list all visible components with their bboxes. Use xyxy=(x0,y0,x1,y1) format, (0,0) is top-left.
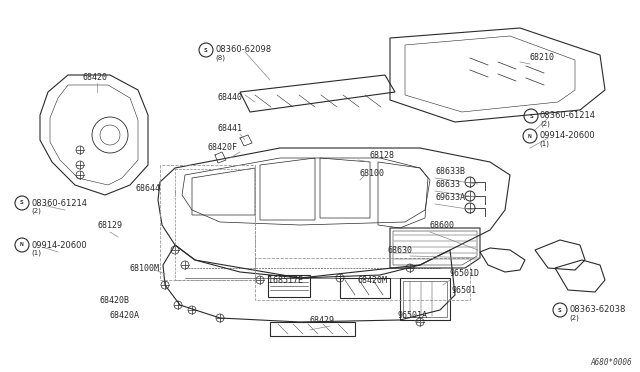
Text: N: N xyxy=(20,243,24,247)
Text: 68420F: 68420F xyxy=(208,143,238,152)
Text: 68420B: 68420B xyxy=(100,296,130,305)
Text: 68429: 68429 xyxy=(310,316,335,325)
Text: 08360-61214: 08360-61214 xyxy=(31,199,87,208)
Text: 96501A: 96501A xyxy=(398,311,428,320)
Text: (1): (1) xyxy=(31,250,41,256)
Text: 69633A: 69633A xyxy=(435,193,465,202)
Text: 09914-20600: 09914-20600 xyxy=(31,241,86,250)
Text: 68633: 68633 xyxy=(435,180,460,189)
Text: 08360-62098: 08360-62098 xyxy=(215,45,271,55)
Text: S: S xyxy=(204,48,208,52)
Text: 68129: 68129 xyxy=(97,221,122,230)
Text: 68100: 68100 xyxy=(360,169,385,178)
Text: 68644: 68644 xyxy=(135,184,160,193)
Text: 68100M: 68100M xyxy=(130,264,160,273)
Text: 168517E: 168517E xyxy=(268,276,303,285)
Text: (8): (8) xyxy=(215,55,225,61)
Text: 68420: 68420 xyxy=(83,73,108,82)
Text: 68420M: 68420M xyxy=(357,276,387,285)
Text: (2): (2) xyxy=(569,315,579,321)
Text: 68420A: 68420A xyxy=(110,311,140,320)
Text: S: S xyxy=(20,201,24,205)
Text: 68128: 68128 xyxy=(370,151,395,160)
Text: (1): (1) xyxy=(539,141,549,147)
Text: 68630: 68630 xyxy=(387,246,412,255)
Text: 08363-62038: 08363-62038 xyxy=(569,305,625,314)
Text: 68440: 68440 xyxy=(218,93,243,102)
Text: S: S xyxy=(529,113,533,119)
Text: 09914-20600: 09914-20600 xyxy=(539,131,595,141)
Text: 96501D: 96501D xyxy=(450,269,480,278)
Text: N: N xyxy=(528,134,532,138)
Text: 96501: 96501 xyxy=(452,286,477,295)
Text: (2): (2) xyxy=(31,208,41,214)
Text: A680*0006: A680*0006 xyxy=(590,358,632,367)
Text: S: S xyxy=(558,308,562,312)
Text: 68600: 68600 xyxy=(430,221,455,230)
Text: 68633B: 68633B xyxy=(435,167,465,176)
Text: 68210: 68210 xyxy=(530,53,555,62)
Text: 68441: 68441 xyxy=(218,124,243,133)
Text: 08360-61214: 08360-61214 xyxy=(540,112,596,121)
Text: (2): (2) xyxy=(540,121,550,127)
